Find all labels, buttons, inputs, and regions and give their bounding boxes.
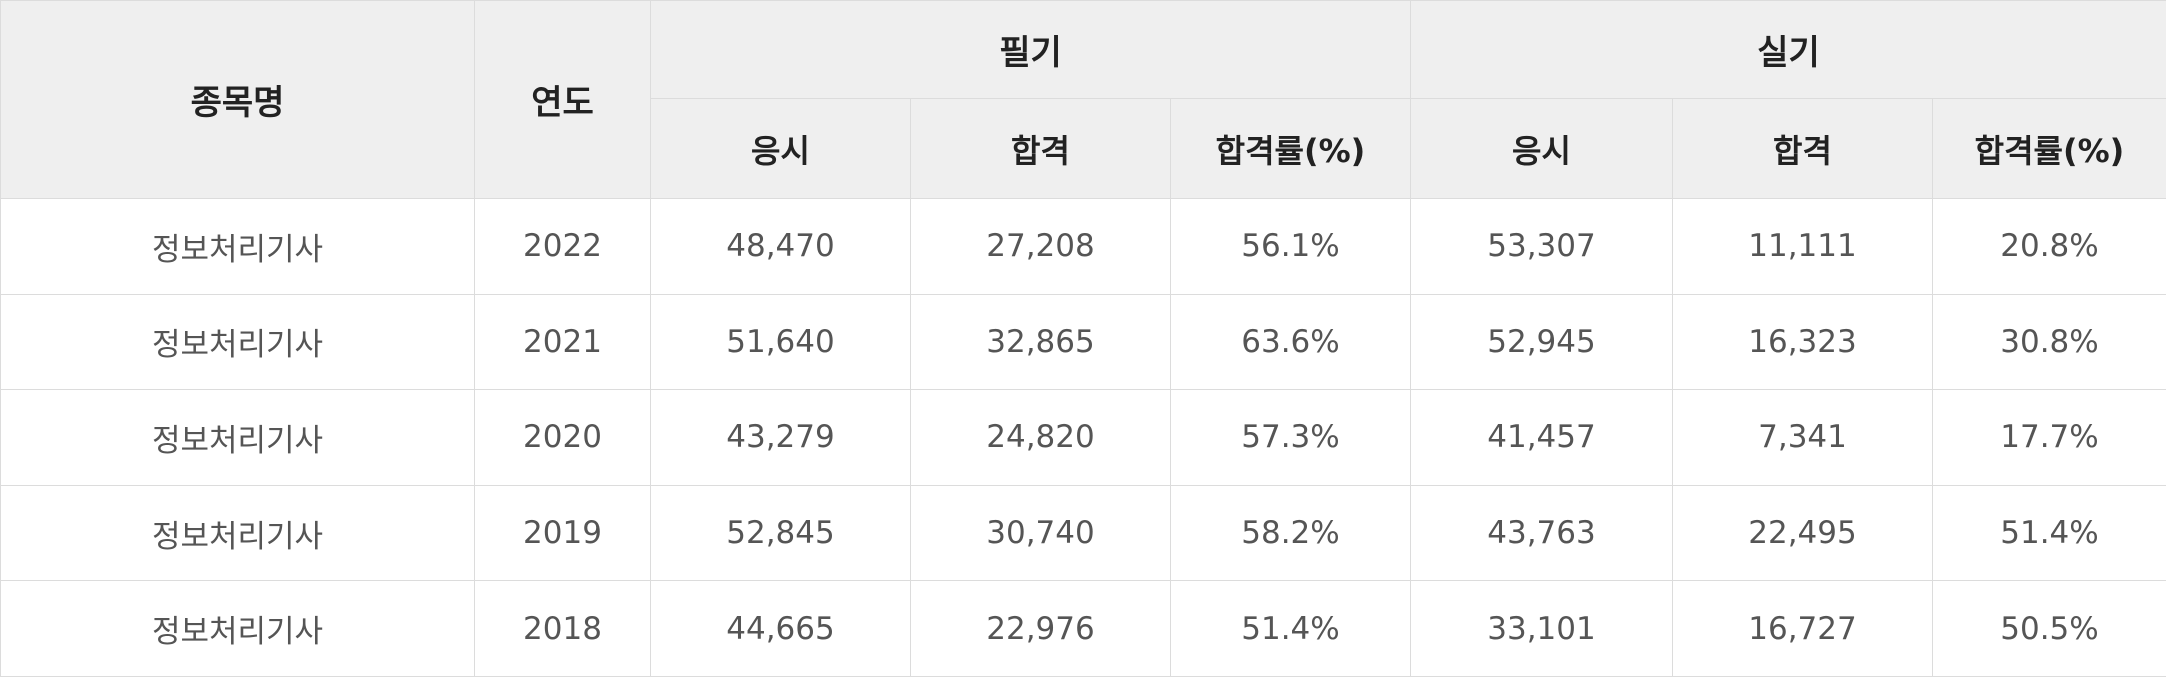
cell-practical-rate: 30.8% (1933, 294, 2166, 390)
cell-year: 2020 (475, 390, 651, 486)
cell-written-rate: 56.1% (1171, 199, 1411, 295)
cell-practical-applied: 43,763 (1411, 485, 1673, 581)
cell-practical-applied: 41,457 (1411, 390, 1673, 486)
table-body: 정보처리기사 2022 48,470 27,208 56.1% 53,307 1… (1, 199, 2166, 677)
table-row: 정보처리기사 2021 51,640 32,865 63.6% 52,945 1… (1, 294, 2166, 390)
header-practical-passed: 합격 (1673, 99, 1933, 199)
cell-written-rate: 57.3% (1171, 390, 1411, 486)
cell-subject: 정보처리기사 (1, 294, 475, 390)
cell-subject: 정보처리기사 (1, 199, 475, 295)
header-practical-rate: 합격률(%) (1933, 99, 2166, 199)
cell-practical-passed: 16,727 (1673, 581, 1933, 677)
cell-written-applied: 44,665 (651, 581, 911, 677)
cell-year: 2021 (475, 294, 651, 390)
cell-subject: 정보처리기사 (1, 581, 475, 677)
header-written: 필기 (651, 1, 1411, 99)
header-year: 연도 (475, 1, 651, 199)
cell-practical-applied: 52,945 (1411, 294, 1673, 390)
cell-written-applied: 51,640 (651, 294, 911, 390)
table-row: 정보처리기사 2019 52,845 30,740 58.2% 43,763 2… (1, 485, 2166, 581)
cell-written-rate: 63.6% (1171, 294, 1411, 390)
cell-written-applied: 52,845 (651, 485, 911, 581)
cell-subject: 정보처리기사 (1, 485, 475, 581)
cell-written-rate: 51.4% (1171, 581, 1411, 677)
cell-practical-passed: 11,111 (1673, 199, 1933, 295)
header-written-applied: 응시 (651, 99, 911, 199)
header-practical-applied: 응시 (1411, 99, 1673, 199)
cell-practical-rate: 51.4% (1933, 485, 2166, 581)
table-row: 정보처리기사 2022 48,470 27,208 56.1% 53,307 1… (1, 199, 2166, 295)
cell-practical-passed: 22,495 (1673, 485, 1933, 581)
cell-practical-passed: 16,323 (1673, 294, 1933, 390)
table-header: 종목명 연도 필기 실기 응시 합격 합격률(%) 응시 합격 합격률(%) (1, 1, 2166, 199)
cell-practical-applied: 33,101 (1411, 581, 1673, 677)
cell-subject: 정보처리기사 (1, 390, 475, 486)
table-row: 정보처리기사 2018 44,665 22,976 51.4% 33,101 1… (1, 581, 2166, 677)
cell-practical-rate: 50.5% (1933, 581, 2166, 677)
cell-year: 2022 (475, 199, 651, 295)
cell-written-passed: 32,865 (911, 294, 1171, 390)
table-row: 정보처리기사 2020 43,279 24,820 57.3% 41,457 7… (1, 390, 2166, 486)
header-row-top: 종목명 연도 필기 실기 (1, 1, 2166, 99)
cell-practical-rate: 20.8% (1933, 199, 2166, 295)
header-written-rate: 합격률(%) (1171, 99, 1411, 199)
header-subject: 종목명 (1, 1, 475, 199)
cell-written-passed: 24,820 (911, 390, 1171, 486)
cell-written-passed: 30,740 (911, 485, 1171, 581)
header-practical: 실기 (1411, 1, 2166, 99)
cell-practical-passed: 7,341 (1673, 390, 1933, 486)
cell-written-passed: 27,208 (911, 199, 1171, 295)
cell-practical-rate: 17.7% (1933, 390, 2166, 486)
cell-written-applied: 43,279 (651, 390, 911, 486)
cell-year: 2018 (475, 581, 651, 677)
cell-written-passed: 22,976 (911, 581, 1171, 677)
cell-practical-applied: 53,307 (1411, 199, 1673, 295)
cell-year: 2019 (475, 485, 651, 581)
cell-written-applied: 48,470 (651, 199, 911, 295)
header-written-passed: 합격 (911, 99, 1171, 199)
cell-written-rate: 58.2% (1171, 485, 1411, 581)
